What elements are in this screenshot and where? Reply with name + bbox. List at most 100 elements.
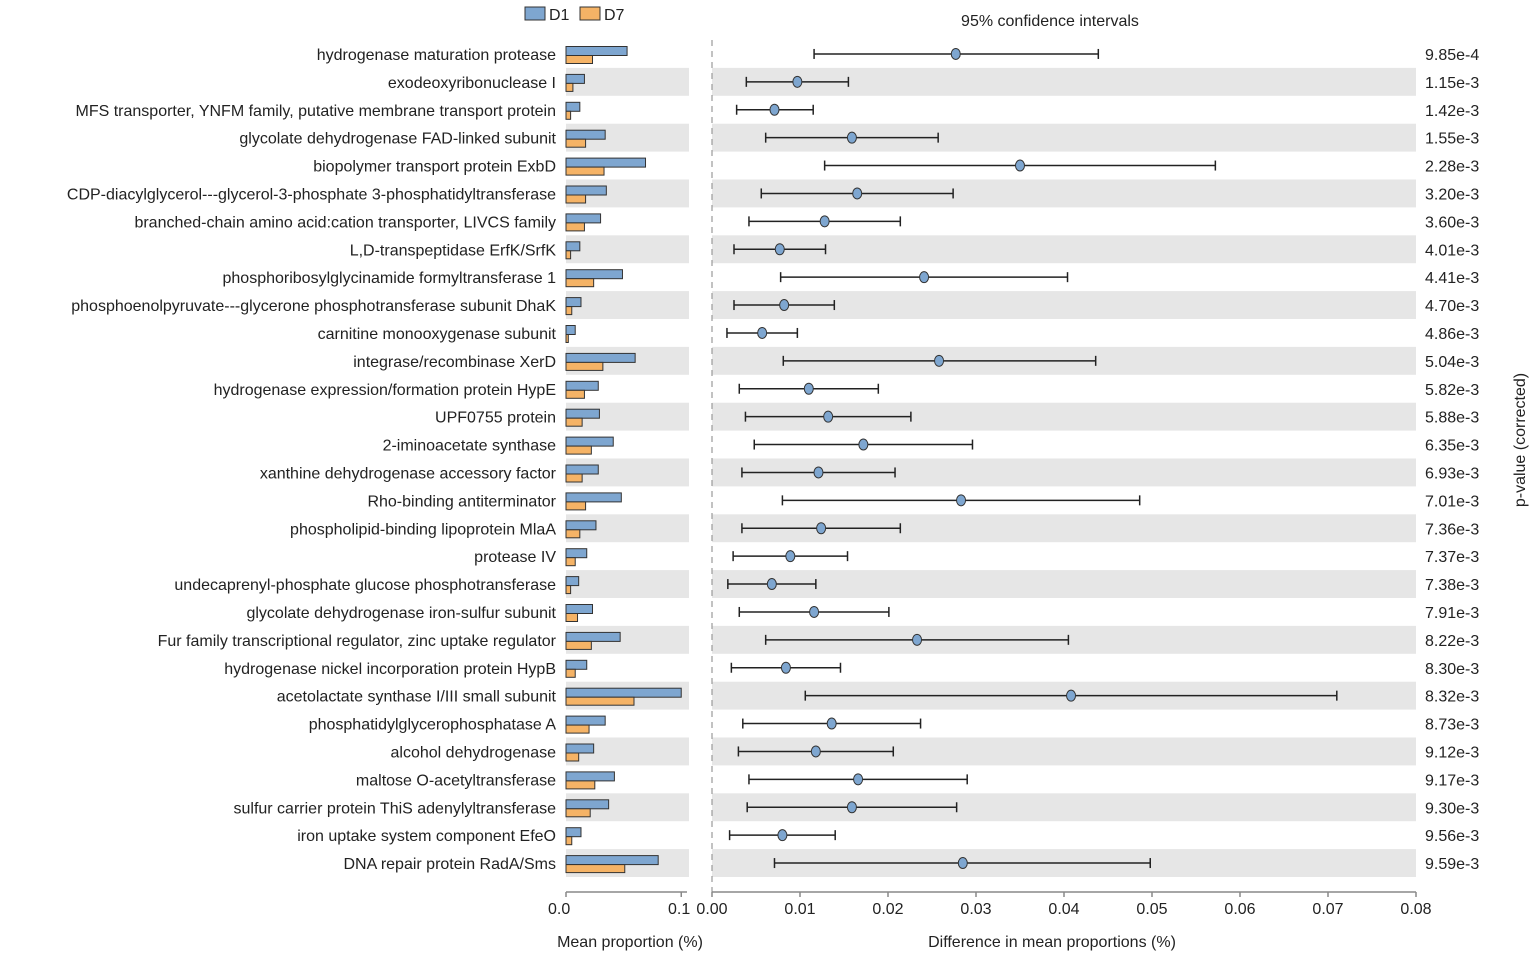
bar-d1-phospholipid-binding-lipoprotein-mlaa — [565, 520, 597, 531]
p-value-rho-binding-antiterminator: 7.01e-3 — [1425, 493, 1479, 510]
p-value-xanthine-dehydrogenase-accessory-factor: 6.93e-3 — [1425, 465, 1479, 482]
left-tick-label-1: 0.1 — [668, 901, 690, 918]
stripe-right-7 — [712, 235, 1416, 264]
ci-point-glycolate-dehydrogenase-iron-sulfur-subunit — [809, 605, 820, 618]
p-value-hydrogenase-maturation-protease: 9.85e-4 — [1425, 47, 1479, 64]
bar-d7-mfs-transporter-ynfm-family-putative-membrane-transport-protein — [565, 110, 572, 120]
p-value-phosphoenolpyruvate-glycerone-phosphotransferase-subunit-dhak: 4.70e-3 — [1425, 298, 1479, 315]
ci-point-2-iminoacetate-synthase — [858, 438, 869, 451]
bar-d1-protease-iv — [565, 548, 588, 559]
bar-d1-alcohol-dehydrogenase — [565, 743, 595, 754]
bar-d7-l-d-transpeptidase-erfk-srfk — [565, 250, 572, 260]
ci-point-hydrogenase-expression-formation-protein-hype — [803, 382, 814, 395]
bar-d1-iron-uptake-system-component-efeo — [565, 827, 582, 838]
mean-proportion-bars — [565, 46, 682, 874]
p-value-phosphatidylglycerophosphatase-a: 8.73e-3 — [1425, 717, 1479, 734]
right-tick-label-5: 0.05 — [1136, 901, 1167, 918]
bar-d7-alcohol-dehydrogenase — [565, 752, 580, 762]
bar-d1-acetolactate-synthase-i-iii-small-subunit — [565, 687, 682, 698]
p-value-undecaprenyl-phosphate-glucose-phosphotransferase: 7.38e-3 — [1425, 577, 1479, 594]
bar-d1-exodeoxyribonuclease-i — [565, 73, 585, 84]
stripe-left-7 — [566, 235, 689, 264]
feature-label-fur-family-transcriptional-regulator-zinc-uptake-regulator: Fur family transcriptional regulator, zi… — [158, 633, 557, 650]
feature-label-glycolate-dehydrogenase-iron-sulfur-subunit: glycolate dehydrogenase iron-sulfur subu… — [246, 605, 556, 622]
feature-label-mfs-transporter-ynfm-family-putative-membrane-transport-protein: MFS transporter, YNFM family, putative m… — [76, 103, 556, 120]
feature-label-hydrogenase-nickel-incorporation-protein-hypb: hydrogenase nickel incorporation protein… — [224, 661, 556, 678]
bar-d7-biopolymer-transport-protein-exbd — [565, 166, 605, 176]
bar-d7-maltose-o-acetyltransferase — [565, 780, 596, 790]
feature-label-upf0755-protein: UPF0755 protein — [435, 410, 556, 427]
bar-d1-hydrogenase-expression-formation-protein-hype — [565, 380, 599, 391]
bar-d7-glycolate-dehydrogenase-fad-linked-subunit — [565, 138, 587, 148]
legend-swatch-d7 — [579, 6, 601, 21]
ci-point-hydrogenase-maturation-protease — [950, 47, 961, 60]
p-value-acetolactate-synthase-i-iii-small-subunit: 8.32e-3 — [1425, 689, 1479, 706]
feature-label-alcohol-dehydrogenase: alcohol dehydrogenase — [391, 744, 557, 761]
bar-d1-rho-binding-antiterminator — [565, 492, 622, 503]
p-value-maltose-o-acetyltransferase: 9.17e-3 — [1425, 772, 1479, 789]
bar-d7-2-iminoacetate-synthase — [565, 445, 592, 455]
ci-point-protease-iv — [785, 550, 796, 563]
bar-d1-dna-repair-protein-rada-sms — [565, 855, 659, 866]
bar-d7-iron-uptake-system-component-efeo — [565, 836, 573, 846]
ci-point-acetolactate-synthase-i-iii-small-subunit — [1066, 689, 1077, 702]
bar-d7-hydrogenase-nickel-incorporation-protein-hypb — [565, 668, 576, 678]
feature-label-phospholipid-binding-lipoprotein-mlaa: phospholipid-binding lipoprotein MlaA — [290, 521, 556, 538]
feature-label-phosphatidylglycerophosphatase-a: phosphatidylglycerophosphatase A — [309, 717, 557, 734]
ci-point-hydrogenase-nickel-incorporation-protein-hypb — [780, 661, 791, 674]
feature-label-xanthine-dehydrogenase-accessory-factor: xanthine dehydrogenase accessory factor — [260, 465, 557, 482]
feature-label-phosphoenolpyruvate-glycerone-phosphotransferase-subunit-dhak: phosphoenolpyruvate---glycerone phosphot… — [71, 298, 556, 315]
bar-d7-undecaprenyl-phosphate-glucose-phosphotransferase — [565, 585, 572, 595]
p-value-glycolate-dehydrogenase-iron-sulfur-subunit: 7.91e-3 — [1425, 605, 1479, 622]
bar-d7-exodeoxyribonuclease-i — [565, 82, 574, 92]
p-value-upf0755-protein: 5.88e-3 — [1425, 410, 1479, 427]
bar-d1-phosphatidylglycerophosphatase-a — [565, 715, 606, 726]
bar-d7-hydrogenase-maturation-protease — [565, 55, 594, 64]
ci-point-phosphatidylglycerophosphatase-a — [826, 717, 837, 730]
ci-point-iron-uptake-system-component-efeo — [777, 829, 788, 842]
bar-d1-hydrogenase-nickel-incorporation-protein-hypb — [565, 659, 588, 670]
left-x-axis: 0.0 0.1 — [548, 891, 690, 918]
feature-label-acetolactate-synthase-i-iii-small-subunit: acetolactate synthase I/III small subuni… — [277, 689, 557, 706]
confidence-intervals — [726, 47, 1338, 870]
bar-d7-xanthine-dehydrogenase-accessory-factor — [565, 473, 583, 483]
p-value-hydrogenase-expression-formation-protein-hype: 5.82e-3 — [1425, 382, 1479, 399]
bar-d1-cdp-diacylglycerol-glycerol-3-phosphate-3-phosphatidyltransferase — [565, 185, 607, 196]
ci-point-phospholipid-binding-lipoprotein-mlaa — [816, 522, 827, 535]
bar-d7-phosphoribosylglycinamide-formyltransferase-1 — [565, 278, 595, 288]
bar-d1-carnitine-monooxygenase-subunit — [565, 325, 576, 335]
p-value-branched-chain-amino-acid-cation-transporter-livcs-family: 3.60e-3 — [1425, 214, 1479, 231]
bar-d1-glycolate-dehydrogenase-iron-sulfur-subunit — [565, 604, 594, 614]
bar-d1-upf0755-protein — [565, 408, 600, 419]
left-tick-label-0: 0.0 — [548, 901, 570, 918]
ci-point-carnitine-monooxygenase-subunit — [757, 326, 768, 339]
bar-d7-hydrogenase-expression-formation-protein-hype — [565, 389, 585, 399]
feature-label-glycolate-dehydrogenase-fad-linked-subunit: glycolate dehydrogenase FAD-linked subun… — [239, 131, 556, 148]
ci-point-xanthine-dehydrogenase-accessory-factor — [813, 466, 824, 479]
ci-title: 95% confidence intervals — [961, 13, 1139, 30]
feature-label-hydrogenase-maturation-protease: hydrogenase maturation protease — [317, 47, 556, 64]
bar-d7-dna-repair-protein-rada-sms — [565, 864, 626, 874]
bar-d7-fur-family-transcriptional-regulator-zinc-uptake-regulator — [565, 640, 592, 650]
p-value-l-d-transpeptidase-erfk-srfk: 4.01e-3 — [1425, 242, 1479, 259]
ci-point-integrase-recombinase-xerd — [934, 354, 945, 367]
right-tick-label-0: 0.00 — [696, 901, 727, 918]
p-value-sulfur-carrier-protein-this-adenylyltransferase: 9.30e-3 — [1425, 800, 1479, 817]
p-value-biopolymer-transport-protein-exbd: 2.28e-3 — [1425, 159, 1479, 176]
right-tick-label-7: 0.07 — [1312, 901, 1343, 918]
feature-label-rho-binding-antiterminator: Rho-binding antiterminator — [367, 493, 556, 510]
right-tick-label-8: 0.08 — [1400, 901, 1431, 918]
right-tick-label-6: 0.06 — [1224, 901, 1255, 918]
bar-d1-undecaprenyl-phosphate-glucose-phosphotransferase — [565, 576, 580, 587]
p-value-alcohol-dehydrogenase: 9.12e-3 — [1425, 744, 1479, 761]
stripe-right-19 — [712, 570, 1416, 598]
bar-d1-maltose-o-acetyltransferase — [565, 771, 615, 782]
bar-d1-mfs-transporter-ynfm-family-putative-membrane-transport-protein — [565, 101, 581, 112]
ci-point-undecaprenyl-phosphate-glucose-phosphotransferase — [766, 578, 777, 591]
p-value-hydrogenase-nickel-incorporation-protein-hypb: 8.30e-3 — [1425, 661, 1479, 678]
bar-d7-branched-chain-amino-acid-cation-transporter-livcs-family — [565, 222, 585, 232]
ci-point-phosphoenolpyruvate-glycerone-phosphotransferase-subunit-dhak — [779, 299, 790, 312]
bar-d7-carnitine-monooxygenase-subunit — [565, 334, 569, 343]
legend-swatch-d1 — [524, 6, 546, 21]
